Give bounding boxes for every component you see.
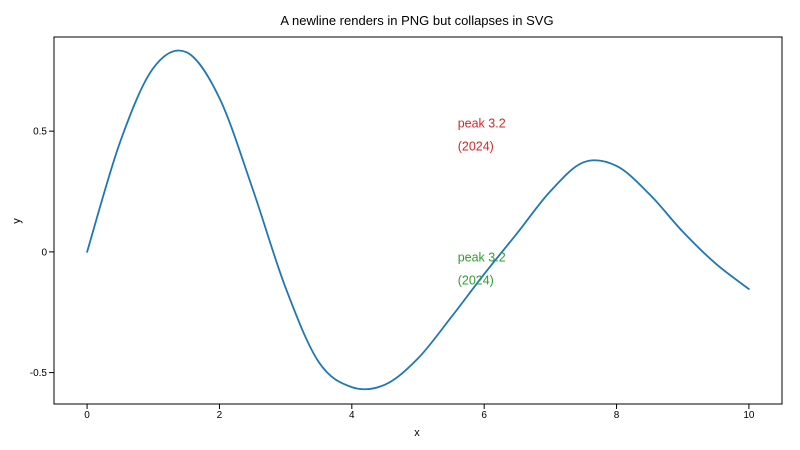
annotation-text: peak 3.2	[458, 251, 506, 265]
y-tick-label: -0.5	[30, 368, 48, 379]
plot-frame	[53, 36, 783, 405]
annotations: peak 3.2 (2024) peak 3.2 (2024)	[458, 117, 506, 288]
x-tick-label: 0	[84, 410, 90, 421]
x-tick-label: 8	[614, 410, 620, 421]
x-axis: 0 2 4 6 8 10	[84, 404, 755, 421]
y-tick-label: 0.5	[33, 127, 47, 138]
x-tick-label: 4	[349, 410, 355, 421]
y-axis-label: y	[11, 218, 23, 224]
x-axis-label: x	[414, 427, 420, 439]
annotation-text: (2024)	[458, 274, 494, 288]
series-line	[86, 49, 750, 391]
chart-title: A newline renders in PNG but collapses i…	[280, 13, 553, 28]
x-tick-label: 6	[481, 410, 487, 421]
x-tick-label: 10	[743, 410, 755, 421]
y-axis: -0.5 0 0.5	[30, 127, 54, 379]
y-tick-label: 0	[41, 247, 47, 258]
annotation-text: peak 3.2	[458, 117, 506, 131]
annotation-text: (2024)	[458, 140, 494, 154]
x-tick-label: 2	[217, 410, 223, 421]
